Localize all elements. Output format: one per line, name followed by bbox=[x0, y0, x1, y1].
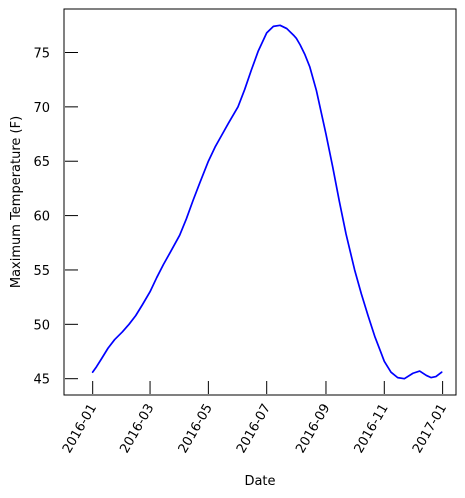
y-tick-label: 75 bbox=[33, 46, 50, 61]
x-tick-label: 2016-09 bbox=[293, 402, 333, 457]
x-tick-label: 2016-11 bbox=[352, 402, 392, 457]
y-tick-label: 45 bbox=[33, 373, 50, 388]
y-tick-label: 50 bbox=[33, 318, 50, 333]
y-tick-label: 70 bbox=[33, 101, 50, 116]
x-tick-label: 2017-01 bbox=[410, 402, 450, 457]
x-axis-ticks: 2016-01 2016-03 2016-05 2016-07 2016-09 2016-… bbox=[60, 381, 450, 456]
x-axis-label: Date bbox=[244, 474, 275, 489]
plot-area-frame bbox=[63, 8, 457, 396]
x-tick-label: 2016-01 bbox=[60, 402, 100, 457]
y-tick-label: 60 bbox=[33, 210, 50, 225]
x-tick-label: 2016-05 bbox=[176, 402, 216, 457]
y-tick-label: 65 bbox=[33, 155, 50, 170]
y-axis-label: Maximum Temperature (F) bbox=[9, 116, 24, 288]
y-tick-label: 55 bbox=[33, 264, 50, 279]
y-axis-ticks: 45 50 55 60 65 70 75 bbox=[33, 46, 78, 388]
x-tick-label: 2016-03 bbox=[117, 402, 157, 457]
series-line bbox=[91, 24, 443, 380]
x-tick-label: 2016-07 bbox=[234, 402, 274, 457]
